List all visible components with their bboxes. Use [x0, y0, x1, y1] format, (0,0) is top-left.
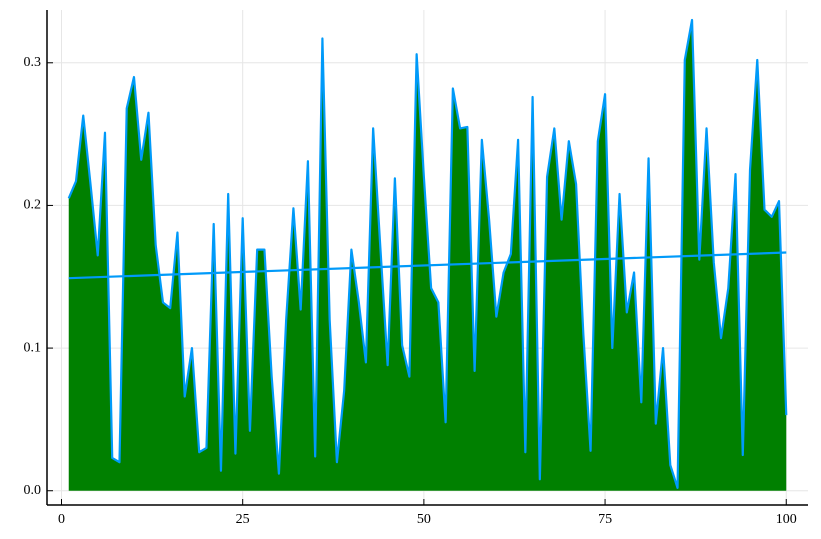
x-tick-label: 25: [236, 512, 250, 527]
area: [68, 19, 787, 491]
line: [67, 18, 788, 489]
line: [68, 251, 787, 280]
x-tick-label: 100: [776, 512, 797, 527]
x-tick-label: 0: [58, 512, 65, 527]
x-tick-label: 75: [598, 512, 612, 527]
y-tick-label: 0.0: [24, 483, 42, 498]
y-tick-label: 0.1: [24, 340, 42, 355]
y-tick-label: 0.2: [24, 198, 42, 213]
y-tick-label: 0.3: [24, 55, 42, 70]
x-tick-label: 50: [417, 512, 431, 527]
